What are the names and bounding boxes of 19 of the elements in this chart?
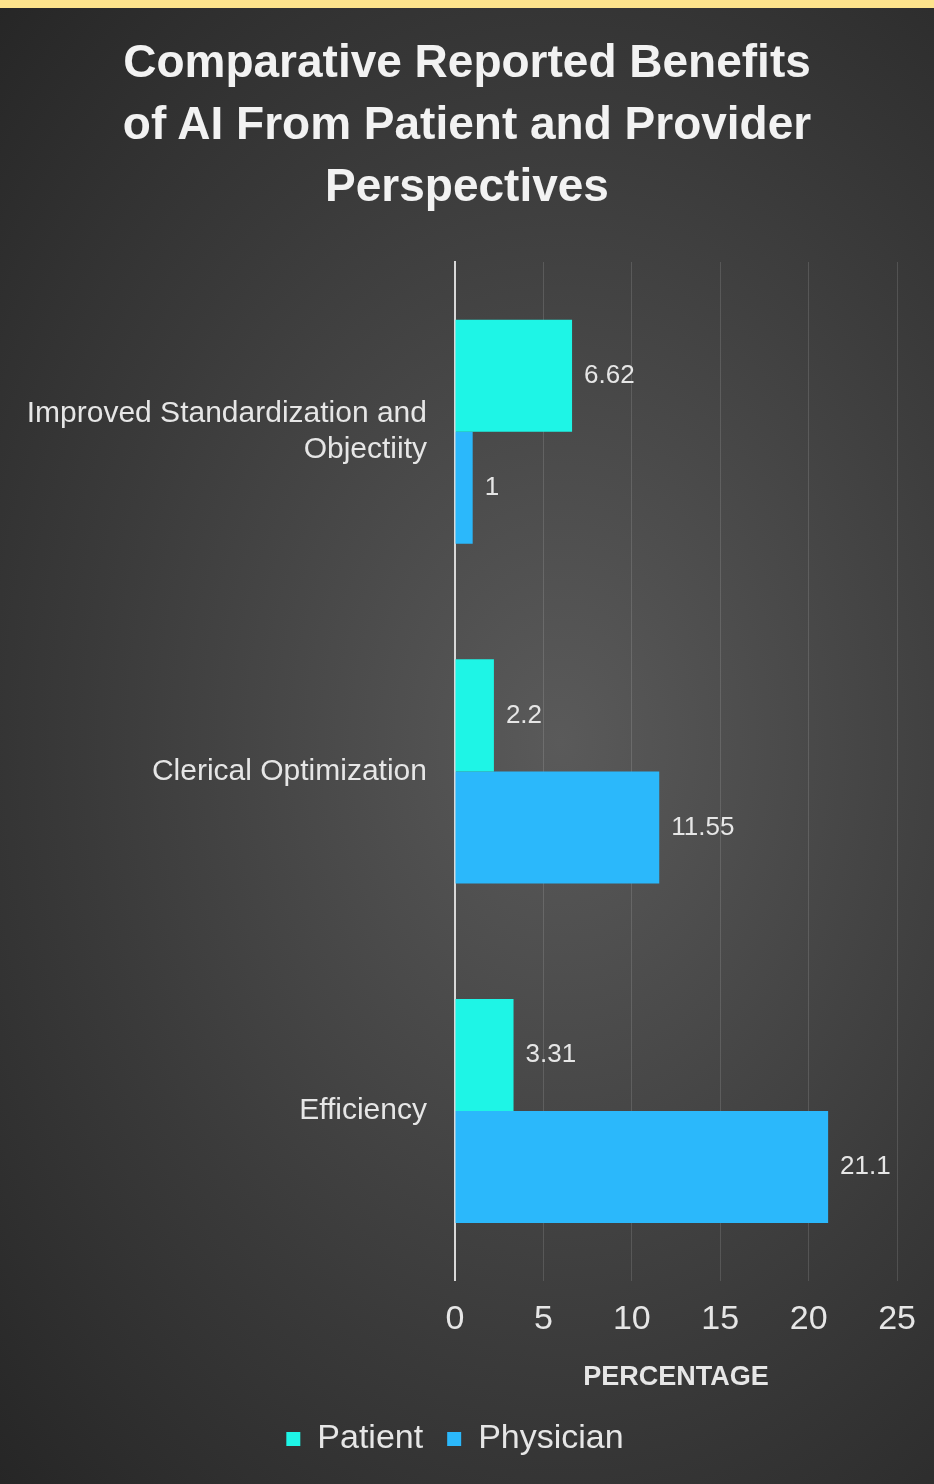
data-label: 11.55	[671, 810, 735, 841]
x-tick-label: 15	[701, 1297, 740, 1336]
data-label: 2.2	[505, 698, 543, 729]
data-label: 3.31	[525, 1038, 577, 1069]
y-tick-label: Efficiency	[299, 1092, 427, 1126]
x-axis-title: PERCENTAGE	[583, 1361, 769, 1392]
x-tick-label: 10	[612, 1297, 651, 1336]
y-tick-label: Clerical Optimization	[151, 752, 427, 786]
data-label: 1	[484, 471, 500, 502]
legend-label: Physician	[478, 1417, 624, 1456]
data-label: 6.62	[584, 358, 635, 389]
x-tick-label: 0	[445, 1297, 465, 1336]
x-tick-label: 5	[533, 1297, 553, 1336]
y-tick-label: Improved Standardization and Objectiity	[26, 395, 427, 465]
x-tick-label: 20	[789, 1297, 828, 1336]
x-tick-label: 25	[878, 1297, 916, 1336]
chart-title: Comparative Reported Benefits of AI From Patient and Provider Perspectives	[121, 34, 813, 213]
legend-label: Patient	[317, 1417, 424, 1456]
data-label: 21.1	[840, 1150, 891, 1181]
